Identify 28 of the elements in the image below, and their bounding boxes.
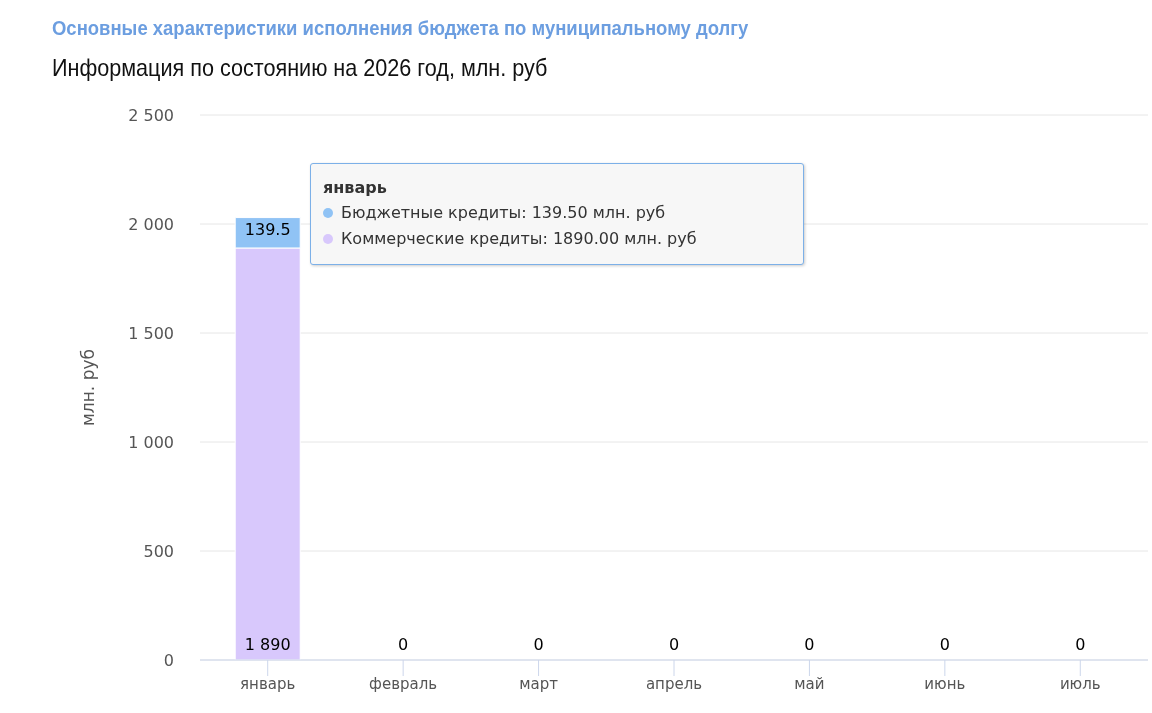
data-label: 0 [804, 635, 815, 654]
y-tick-label: 1 500 [128, 323, 174, 343]
chart-subtitle: Информация по состоянию на 2026 год, млн. руб [52, 54, 548, 82]
data-label: 0 [533, 635, 544, 654]
annotation: январь [323, 178, 388, 197]
x-tick-label: апрель [645, 674, 703, 693]
x-tick-label: январь [240, 674, 296, 693]
x-tick-label: май [794, 674, 825, 693]
annotation: Бюджетные кредиты: 139.50 млн. руб [340, 202, 667, 224]
data-label: 139.5 [244, 219, 291, 239]
data-label: 0 [939, 635, 950, 654]
y-axis-title: млн. руб [78, 349, 99, 426]
x-tick-label: июнь [924, 674, 966, 693]
data-label: 1 890 [244, 635, 291, 654]
y-tick-label: 0 [163, 650, 174, 670]
data-label: 0 [1075, 635, 1086, 654]
y-tick-label: 500 [143, 541, 174, 561]
x-tick-label: июль [1059, 674, 1101, 693]
x-tick-label: февраль [369, 674, 438, 693]
chart-title: Основные характеристики исполнения бюджета по муниципальному долгу [52, 16, 749, 40]
data-label: 0 [668, 635, 680, 654]
y-tick-label: 2 500 [128, 105, 174, 125]
tooltip-box: январь Бюджетные кредиты: 139.50 млн. руб Коммерческие кредиты: 1890.00 млн. руб [310, 163, 804, 265]
y-tick-label: 1 000 [128, 432, 174, 452]
x-tick-label: март [519, 674, 559, 693]
y-tick-label: 2 000 [128, 214, 174, 234]
annotation: Коммерческие кредиты: 1890.00 млн. руб [340, 228, 698, 250]
data-label: 0 [398, 635, 409, 654]
